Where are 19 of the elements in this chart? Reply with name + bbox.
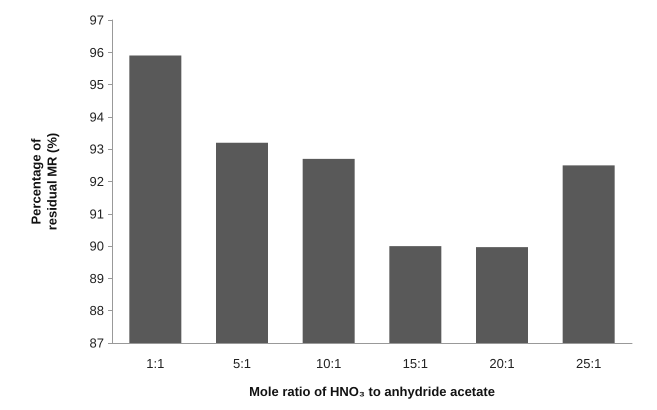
x-axis-title: Mole ratio of HNO₃ to anhydride acetate [249,384,495,399]
x-tick-label: 25:1 [576,356,602,371]
y-tick-label: 94 [90,109,104,124]
y-tick-label: 93 [90,142,104,157]
y-tick-label: 95 [90,77,104,92]
x-tick-label: 20:1 [489,356,515,371]
y-tick-label: 89 [90,270,104,286]
y-tick-label: 96 [90,44,104,60]
y-tick-label: 87 [90,336,104,350]
y-tick-label: 88 [90,303,104,318]
x-tick-label: 10:1 [316,356,342,371]
y-tick-label: 90 [90,238,104,254]
x-tick-label: 1:1 [146,356,164,371]
y-tick-label: 97 [90,12,104,28]
y-tick-label: 92 [90,174,104,189]
y-axis-title: Percentage of residual MR (%) [28,132,60,230]
y-tick-label: 91 [90,206,104,222]
x-tick-label: 5:1 [232,356,252,371]
x-tick-label: 15:1 [402,356,428,371]
